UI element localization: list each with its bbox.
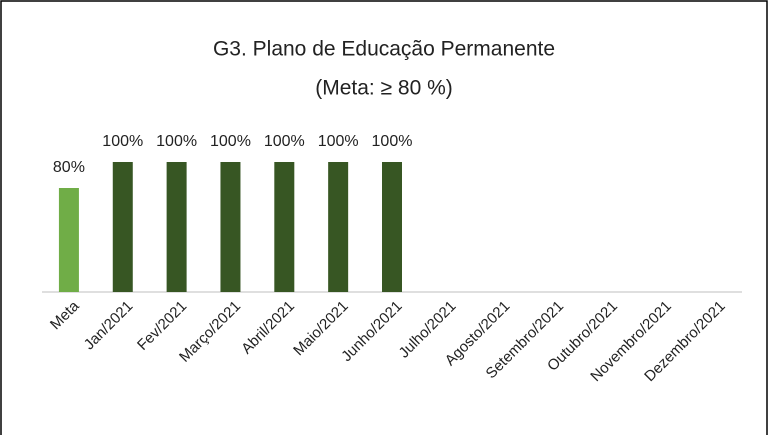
data-label: 100% [264,133,305,150]
bar [274,162,295,292]
bar [58,188,79,292]
data-label: 100% [102,133,143,150]
chart-title: G3. Plano de Educação Permanente [213,38,555,61]
data-label: 100% [210,133,251,150]
bar [220,162,241,292]
bar [166,162,187,292]
bar [382,162,402,292]
chart-subtitle: (Meta: ≥ 80 %) [315,77,453,100]
data-label: 80% [53,159,85,176]
bar [112,162,133,292]
bar [328,162,349,292]
data-label: 100% [156,133,197,150]
data-label: 100% [318,133,359,150]
data-label: 100% [372,133,413,150]
